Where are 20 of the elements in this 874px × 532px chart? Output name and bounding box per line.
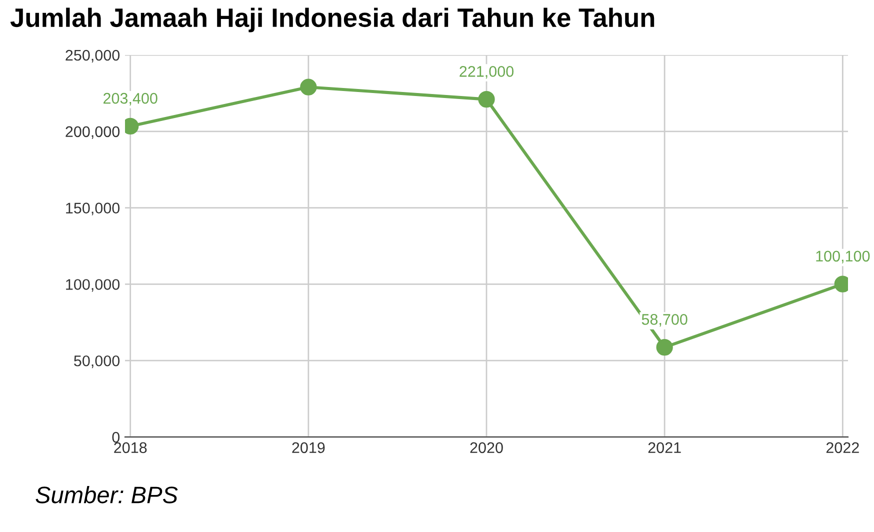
- x-tick-label: 2022: [826, 442, 859, 454]
- x-tick-label: 2019: [292, 442, 325, 454]
- x-tick-label: 2018: [114, 442, 147, 454]
- y-tick-label: 50,000: [74, 355, 120, 368]
- chart-title: Jumlah Jamaah Haji Indonesia dari Tahun ke Tahun: [10, 8, 654, 32]
- point: [478, 90, 495, 108]
- data-label: 203,400: [104, 92, 158, 106]
- data-label: 100,100: [816, 250, 870, 264]
- y-tick-label: 0: [112, 432, 120, 443]
- point: [300, 78, 317, 96]
- y-tick-label: 150,000: [66, 202, 120, 216]
- text: Sumber: BPS: [36, 486, 178, 504]
- x-tick-label: 2020: [470, 442, 503, 454]
- point: [656, 338, 673, 356]
- data-label: 58,700: [642, 314, 688, 327]
- x-tick-label: 2021: [648, 442, 681, 454]
- y-tick-label: 100,000: [66, 279, 120, 292]
- y-tick-label: 250,000: [66, 50, 120, 62]
- y-tick-label: 200,000: [66, 126, 120, 139]
- data-label: 221,000: [460, 66, 514, 79]
